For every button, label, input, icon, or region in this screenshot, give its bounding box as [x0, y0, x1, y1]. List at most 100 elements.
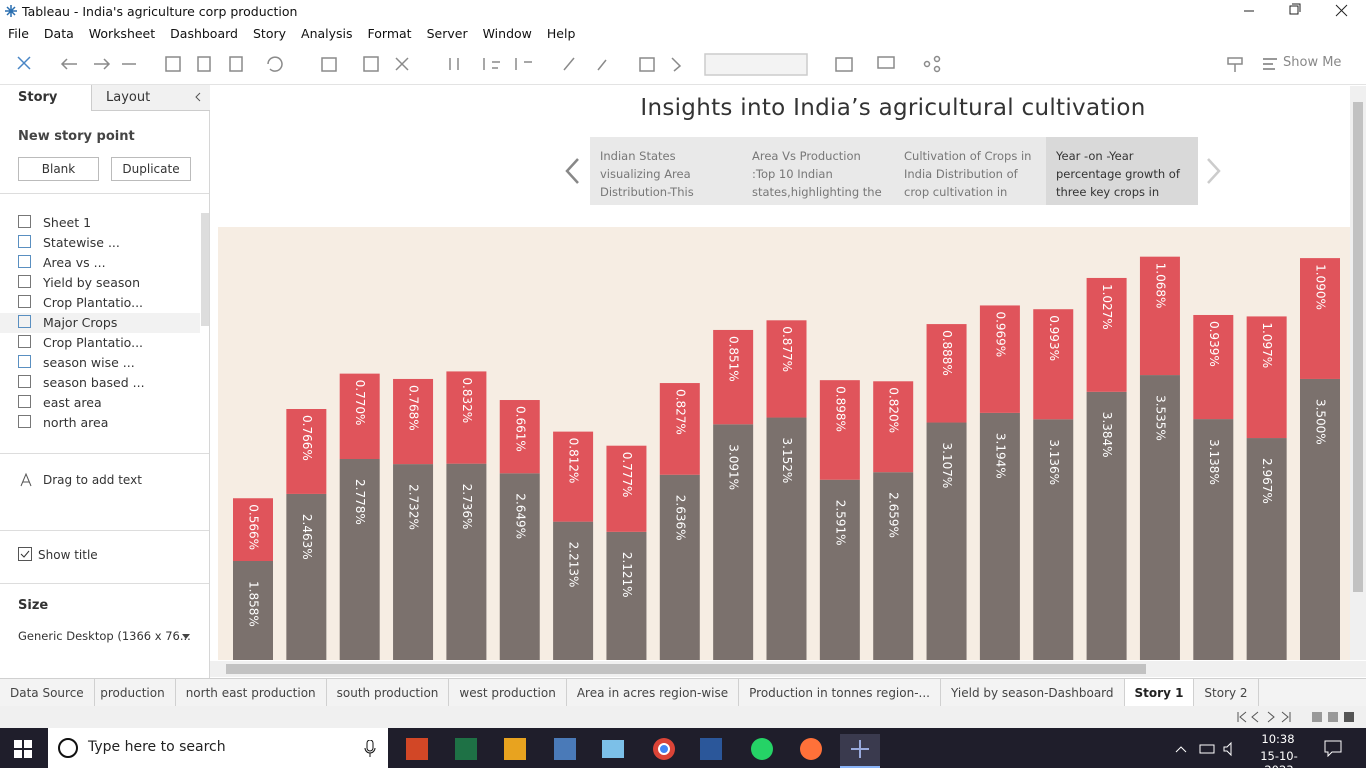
- menu-item[interactable]: Worksheet: [88, 26, 156, 41]
- bar-segment: [553, 521, 594, 660]
- value-label: 1.027%: [1100, 284, 1114, 330]
- window-controls[interactable]: [1230, 0, 1366, 22]
- taskbar: Type here to search 10:38 15-10-2023: [0, 728, 1366, 777]
- blank-button[interactable]: Blank: [18, 157, 99, 181]
- collapse-icon[interactable]: [192, 91, 204, 103]
- value-label: 0.566%: [247, 504, 261, 550]
- sheet-tab[interactable]: Story 2: [1194, 679, 1259, 707]
- sheet-name: season wise ...: [43, 355, 135, 370]
- sheet-tab[interactable]: south production: [327, 679, 450, 707]
- value-label: 0.820%: [887, 387, 901, 433]
- menu-item[interactable]: Help: [546, 26, 576, 41]
- sheet-item[interactable]: season based ...: [18, 373, 200, 393]
- bar-segment: [286, 409, 327, 494]
- sheet-tab[interactable]: Yield by season-Dashboard: [941, 679, 1125, 707]
- sheet-tab[interactable]: Story 1: [1124, 679, 1195, 707]
- menu-item[interactable]: Window: [482, 26, 532, 41]
- show-me[interactable]: Show Me: [1283, 55, 1342, 70]
- sheet-item[interactable]: Crop Plantatio...: [18, 293, 200, 313]
- duplicate-button[interactable]: Duplicate: [111, 157, 191, 181]
- sheet-tab[interactable]: Data Source: [0, 679, 95, 707]
- tab-label: Story: [18, 90, 58, 105]
- sheet-item[interactable]: Major Crops: [0, 313, 200, 333]
- tray-icons[interactable]: [1174, 740, 1244, 758]
- next-arrow[interactable]: [1203, 157, 1223, 185]
- nav-controls[interactable]: [1232, 710, 1362, 724]
- sheet-item[interactable]: season wise ...: [18, 353, 200, 373]
- bar-segment: [393, 464, 434, 660]
- sheet-tab[interactable]: Production in tonnes region-...: [739, 679, 941, 707]
- story-point[interactable]: Area Vs Production :Top 10 Indian states…: [742, 137, 894, 205]
- text-icon: [20, 472, 32, 487]
- app-icon: [5, 5, 17, 17]
- bar-segment: [713, 424, 754, 660]
- scroll-thumb[interactable]: [226, 664, 1146, 674]
- value-label: 0.877%: [780, 326, 794, 372]
- sheet-icon: [18, 235, 31, 248]
- section-title: New story point: [18, 129, 135, 144]
- bar-segment: [1033, 309, 1074, 420]
- value-label: 0.812%: [567, 438, 581, 484]
- value-label: 0.993%: [1047, 315, 1061, 361]
- layout-tab[interactable]: Layout: [91, 85, 210, 111]
- sheet-item[interactable]: north area: [18, 413, 200, 433]
- sheet-item[interactable]: Sheet 1: [18, 213, 200, 233]
- sheet-name: Yield by season: [43, 275, 140, 290]
- menu-item[interactable]: Analysis: [301, 26, 353, 41]
- sheet-item[interactable]: Crop Plantatio...: [18, 333, 200, 353]
- h-scrollbar[interactable]: [210, 661, 1366, 677]
- show-me-icon: [1263, 58, 1277, 70]
- menu-item[interactable]: File: [8, 26, 29, 41]
- drag-text[interactable]: Drag to add text: [43, 473, 142, 487]
- search-box[interactable]: Type here to search: [48, 728, 388, 768]
- sheet-tab[interactable]: production: [95, 679, 176, 707]
- sheet-list: Sheet 1 Statewise ... Area vs ... Yield by …: [0, 213, 209, 441]
- sheet-tab[interactable]: west production: [449, 679, 567, 707]
- search-text: Type here to search: [88, 739, 226, 755]
- story-point[interactable]: Year -on -Year percentage growth of thre…: [1046, 137, 1198, 205]
- value-label: 0.661%: [513, 406, 527, 452]
- divider: [0, 530, 209, 531]
- sheet-icon: [18, 375, 31, 388]
- sheet-item[interactable]: Statewise ...: [18, 233, 200, 253]
- story-tab[interactable]: Story: [0, 85, 91, 113]
- value-label: 3.535%: [1153, 395, 1167, 441]
- story-point[interactable]: Cultivation of Crops in India Distributi…: [894, 137, 1046, 205]
- start-button[interactable]: [14, 740, 32, 758]
- value-label: 0.777%: [620, 452, 634, 498]
- size-value: Generic Desktop (1366 x 76...: [18, 629, 191, 643]
- story-point[interactable]: Indian States visualizing Area Distribut…: [590, 137, 742, 205]
- sheet-item[interactable]: Yield by season: [18, 273, 200, 293]
- bar-segment: [1086, 391, 1127, 660]
- checkbox[interactable]: [18, 547, 32, 561]
- sheet-item[interactable]: east area: [18, 393, 200, 413]
- value-label: 0.768%: [407, 385, 421, 431]
- sheet-item[interactable]: Area vs ...: [18, 253, 200, 273]
- value-label: 2.121%: [620, 552, 634, 598]
- sheet-icon: [18, 395, 31, 408]
- bar-segment: [926, 422, 967, 660]
- value-label: 0.969%: [993, 311, 1007, 357]
- value-label: 2.591%: [833, 500, 847, 546]
- value-label: 3.384%: [1100, 412, 1114, 458]
- taskbar-apps[interactable]: [400, 734, 880, 768]
- bar-segment: [446, 371, 487, 464]
- size-dropdown[interactable]: Generic Desktop (1366 x 76...: [18, 629, 194, 647]
- prev-arrow[interactable]: [563, 157, 583, 185]
- menu-item[interactable]: Dashboard: [170, 26, 238, 41]
- bar-segment: [1193, 314, 1234, 420]
- sheet-icon: [18, 415, 31, 428]
- menu-item[interactable]: Format: [367, 26, 412, 41]
- sheet-tab[interactable]: north east production: [176, 679, 327, 707]
- v-scrollbar[interactable]: [1350, 86, 1366, 660]
- menu-item[interactable]: Server: [426, 26, 468, 41]
- menu-item[interactable]: Data: [43, 26, 74, 41]
- sheet-tab[interactable]: Area in acres region-wise: [567, 679, 740, 707]
- bar-segment: [553, 431, 594, 522]
- value-label: 2.649%: [513, 493, 527, 539]
- bar-segment: [659, 383, 700, 475]
- menu-item[interactable]: Story: [252, 26, 287, 41]
- notifications[interactable]: [1324, 739, 1342, 757]
- scroll-thumb[interactable]: [1353, 102, 1363, 592]
